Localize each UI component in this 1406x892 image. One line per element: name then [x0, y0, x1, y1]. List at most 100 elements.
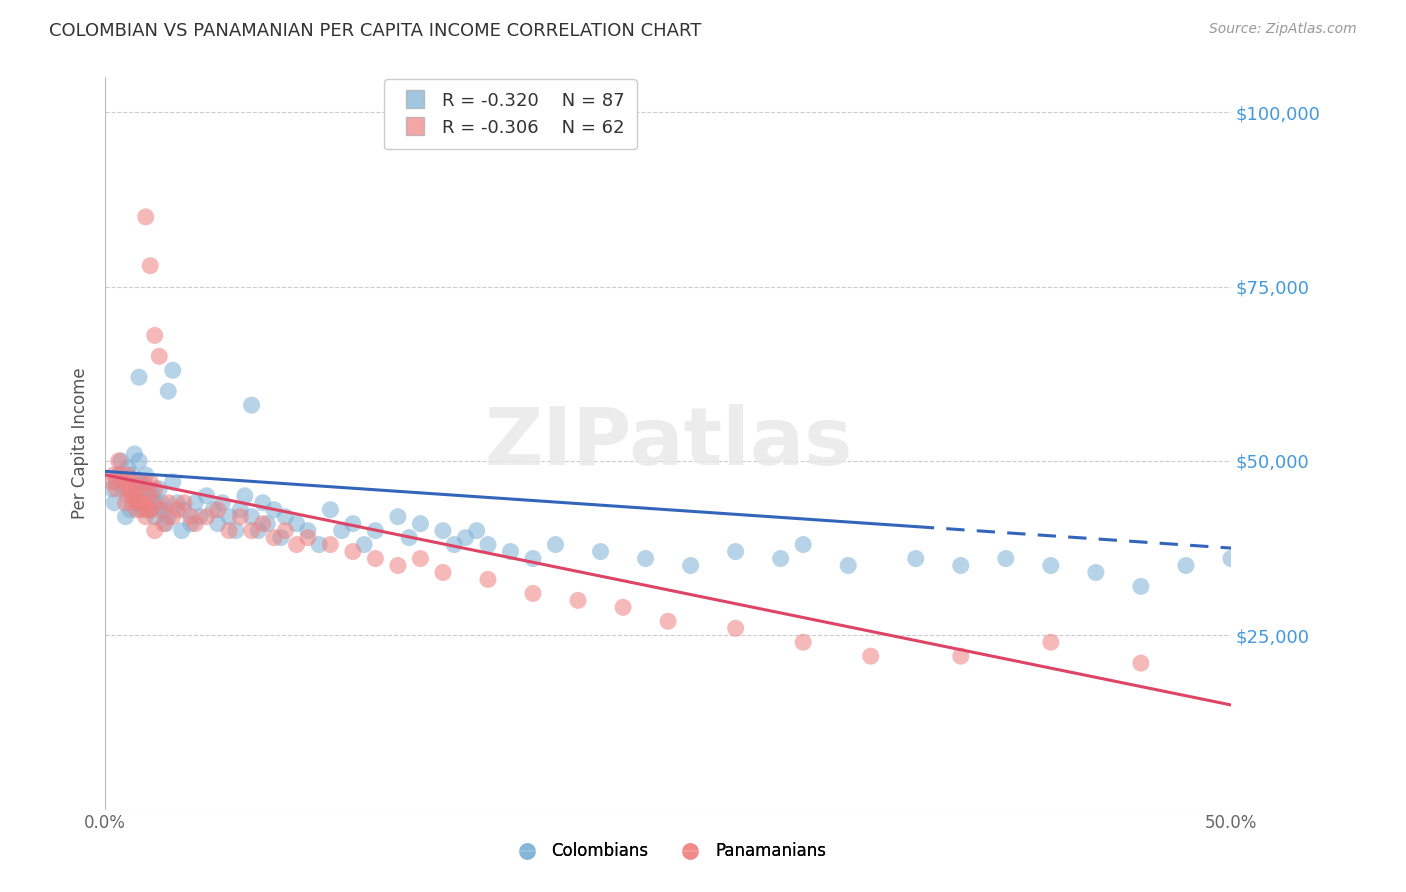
Point — [180, 509, 202, 524]
Point — [252, 516, 274, 531]
Point — [949, 649, 972, 664]
Point — [170, 524, 193, 538]
Point — [270, 531, 292, 545]
Point — [465, 524, 488, 538]
Point — [342, 544, 364, 558]
Point — [792, 538, 814, 552]
Point — [121, 489, 143, 503]
Point — [128, 454, 150, 468]
Text: Source: ZipAtlas.com: Source: ZipAtlas.com — [1209, 22, 1357, 37]
Point — [112, 475, 135, 489]
Point — [128, 475, 150, 489]
Point — [679, 558, 702, 573]
Point — [202, 502, 225, 516]
Point — [195, 489, 218, 503]
Point — [207, 502, 229, 516]
Point — [157, 384, 180, 399]
Point — [129, 502, 152, 516]
Point — [117, 467, 139, 482]
Point — [135, 509, 157, 524]
Point — [162, 363, 184, 377]
Point — [218, 524, 240, 538]
Point — [110, 467, 132, 482]
Point — [103, 467, 125, 482]
Legend: Colombians, Panamanians: Colombians, Panamanians — [503, 836, 832, 867]
Point — [769, 551, 792, 566]
Point — [195, 509, 218, 524]
Point — [125, 489, 148, 503]
Point — [247, 524, 270, 538]
Point — [589, 544, 612, 558]
Point — [994, 551, 1017, 566]
Point — [233, 489, 256, 503]
Point — [229, 509, 252, 524]
Point — [724, 544, 747, 558]
Point — [128, 370, 150, 384]
Point — [398, 531, 420, 545]
Point — [274, 509, 297, 524]
Point — [240, 398, 263, 412]
Point — [136, 489, 159, 503]
Point — [567, 593, 589, 607]
Point — [135, 502, 157, 516]
Point — [211, 496, 233, 510]
Point — [792, 635, 814, 649]
Point — [128, 482, 150, 496]
Point — [129, 496, 152, 510]
Point — [1174, 558, 1197, 573]
Point — [634, 551, 657, 566]
Point — [229, 502, 252, 516]
Point — [124, 447, 146, 461]
Point — [148, 502, 170, 516]
Point — [612, 600, 634, 615]
Point — [136, 482, 159, 496]
Point — [143, 524, 166, 538]
Point — [364, 551, 387, 566]
Point — [252, 496, 274, 510]
Point — [107, 454, 129, 468]
Point — [143, 509, 166, 524]
Point — [118, 482, 141, 496]
Point — [432, 566, 454, 580]
Point — [157, 496, 180, 510]
Point — [342, 516, 364, 531]
Point — [949, 558, 972, 573]
Point — [150, 496, 173, 510]
Point — [184, 516, 207, 531]
Point — [129, 482, 152, 496]
Point — [162, 475, 184, 489]
Point — [103, 496, 125, 510]
Point — [121, 467, 143, 482]
Point — [454, 531, 477, 545]
Point — [207, 516, 229, 531]
Point — [107, 467, 129, 482]
Point — [173, 496, 195, 510]
Point — [657, 615, 679, 629]
Point — [1129, 579, 1152, 593]
Point — [139, 502, 162, 516]
Point — [114, 496, 136, 510]
Point — [188, 509, 211, 524]
Point — [152, 502, 174, 516]
Point — [141, 496, 163, 510]
Point — [240, 524, 263, 538]
Point — [166, 502, 188, 516]
Point — [1039, 558, 1062, 573]
Point — [155, 516, 177, 531]
Y-axis label: Per Capita Income: Per Capita Income — [72, 368, 89, 519]
Point — [148, 349, 170, 363]
Point — [263, 531, 285, 545]
Point — [143, 482, 166, 496]
Point — [724, 621, 747, 635]
Point — [180, 516, 202, 531]
Point — [285, 516, 308, 531]
Point — [319, 538, 342, 552]
Text: ZIPatlas: ZIPatlas — [484, 404, 852, 483]
Point — [263, 502, 285, 516]
Point — [544, 538, 567, 552]
Point — [135, 210, 157, 224]
Point — [218, 509, 240, 524]
Point — [117, 489, 139, 503]
Point — [477, 573, 499, 587]
Point — [409, 551, 432, 566]
